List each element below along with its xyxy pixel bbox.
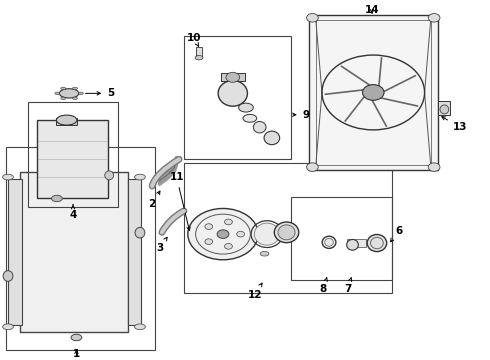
Bar: [346, 239, 366, 247]
Text: 4: 4: [69, 205, 77, 220]
Circle shape: [226, 72, 240, 82]
Text: 5: 5: [86, 88, 114, 98]
Ellipse shape: [51, 195, 62, 202]
Ellipse shape: [73, 97, 77, 99]
Ellipse shape: [278, 225, 295, 240]
Text: 8: 8: [319, 278, 327, 294]
Circle shape: [224, 219, 232, 225]
Ellipse shape: [346, 239, 358, 250]
Ellipse shape: [239, 103, 253, 112]
Circle shape: [188, 208, 258, 260]
Ellipse shape: [135, 228, 145, 238]
Ellipse shape: [2, 174, 13, 180]
Bar: [5, 147, 155, 350]
Ellipse shape: [440, 105, 449, 114]
Text: 6: 6: [391, 226, 403, 242]
Circle shape: [237, 231, 245, 237]
Circle shape: [307, 163, 318, 171]
Bar: [56, 118, 77, 125]
Circle shape: [363, 85, 384, 100]
Ellipse shape: [218, 81, 247, 106]
Circle shape: [217, 230, 229, 238]
Text: 11: 11: [170, 172, 190, 230]
Ellipse shape: [260, 251, 269, 256]
Text: 10: 10: [187, 33, 201, 46]
Text: 12: 12: [247, 283, 262, 300]
Bar: [128, 179, 142, 325]
Circle shape: [428, 14, 440, 22]
Bar: [20, 172, 128, 332]
Ellipse shape: [243, 114, 257, 122]
Circle shape: [307, 14, 318, 22]
Bar: [27, 102, 118, 207]
Circle shape: [205, 239, 213, 244]
Text: 7: 7: [344, 278, 352, 294]
Bar: [184, 163, 392, 293]
Ellipse shape: [254, 223, 280, 245]
Bar: [292, 197, 392, 280]
Ellipse shape: [274, 222, 299, 243]
Ellipse shape: [59, 89, 79, 98]
Bar: [184, 36, 292, 159]
Circle shape: [428, 163, 440, 171]
Ellipse shape: [61, 87, 66, 90]
Ellipse shape: [73, 87, 77, 90]
Bar: [316, 20, 431, 165]
Text: 1: 1: [73, 348, 80, 359]
Bar: [8, 179, 22, 325]
Ellipse shape: [78, 92, 83, 95]
Ellipse shape: [325, 238, 333, 246]
Ellipse shape: [71, 334, 82, 341]
Bar: [309, 15, 438, 170]
Text: 14: 14: [365, 5, 379, 15]
Bar: [196, 47, 202, 58]
Ellipse shape: [135, 324, 146, 330]
Ellipse shape: [135, 174, 146, 180]
Ellipse shape: [56, 115, 77, 125]
Circle shape: [224, 243, 232, 249]
Ellipse shape: [55, 92, 60, 95]
Ellipse shape: [253, 122, 266, 133]
Bar: [37, 120, 108, 198]
Bar: [220, 73, 245, 81]
Ellipse shape: [367, 234, 387, 252]
Ellipse shape: [2, 324, 13, 330]
Text: 9: 9: [293, 110, 310, 120]
Ellipse shape: [3, 271, 13, 282]
Bar: [438, 101, 450, 115]
Text: 2: 2: [148, 191, 160, 209]
Ellipse shape: [105, 171, 114, 180]
Ellipse shape: [264, 131, 280, 145]
Ellipse shape: [195, 55, 203, 60]
Text: 3: 3: [156, 237, 167, 253]
Text: 13: 13: [442, 117, 467, 132]
Ellipse shape: [61, 97, 66, 99]
Circle shape: [205, 224, 213, 229]
